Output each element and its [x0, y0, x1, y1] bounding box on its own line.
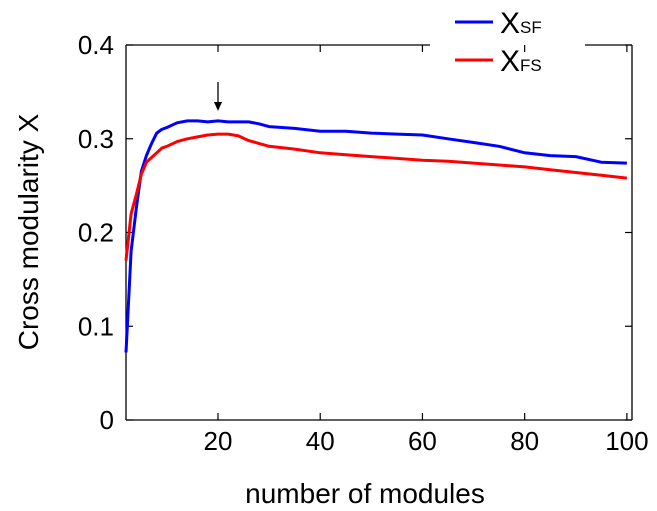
y-tick-label: 0.3 — [78, 124, 114, 154]
y-axis-label: Cross modularity X — [13, 113, 44, 350]
annotation — [214, 82, 222, 111]
series-lines — [124, 119, 628, 353]
series-line-sf — [124, 119, 627, 353]
axes — [125, 44, 633, 421]
x-tick-label: 20 — [204, 426, 233, 456]
y-tick-label: 0.4 — [78, 30, 114, 60]
ticks: 20 40 60 80 100 0 0.1 0.2 0.3 0.4 — [78, 30, 649, 456]
legend: XSF XFS — [455, 7, 542, 78]
y-tick-label: 0 — [100, 405, 114, 435]
x-tick-label: 60 — [408, 426, 437, 456]
legend-label-fs: XFS — [500, 45, 542, 78]
x-tick-label: 40 — [306, 426, 335, 456]
annotation-arrow-head — [214, 102, 222, 111]
x-tick-label: 100 — [605, 426, 648, 456]
y-tick-label: 0.2 — [78, 218, 114, 248]
x-axis-label: number of modules — [245, 478, 485, 509]
x-tick-label: 80 — [510, 426, 539, 456]
legend-label-sf: XSF — [500, 7, 542, 40]
series-line-fs — [124, 132, 628, 261]
y-tick-label: 0.1 — [78, 311, 114, 341]
